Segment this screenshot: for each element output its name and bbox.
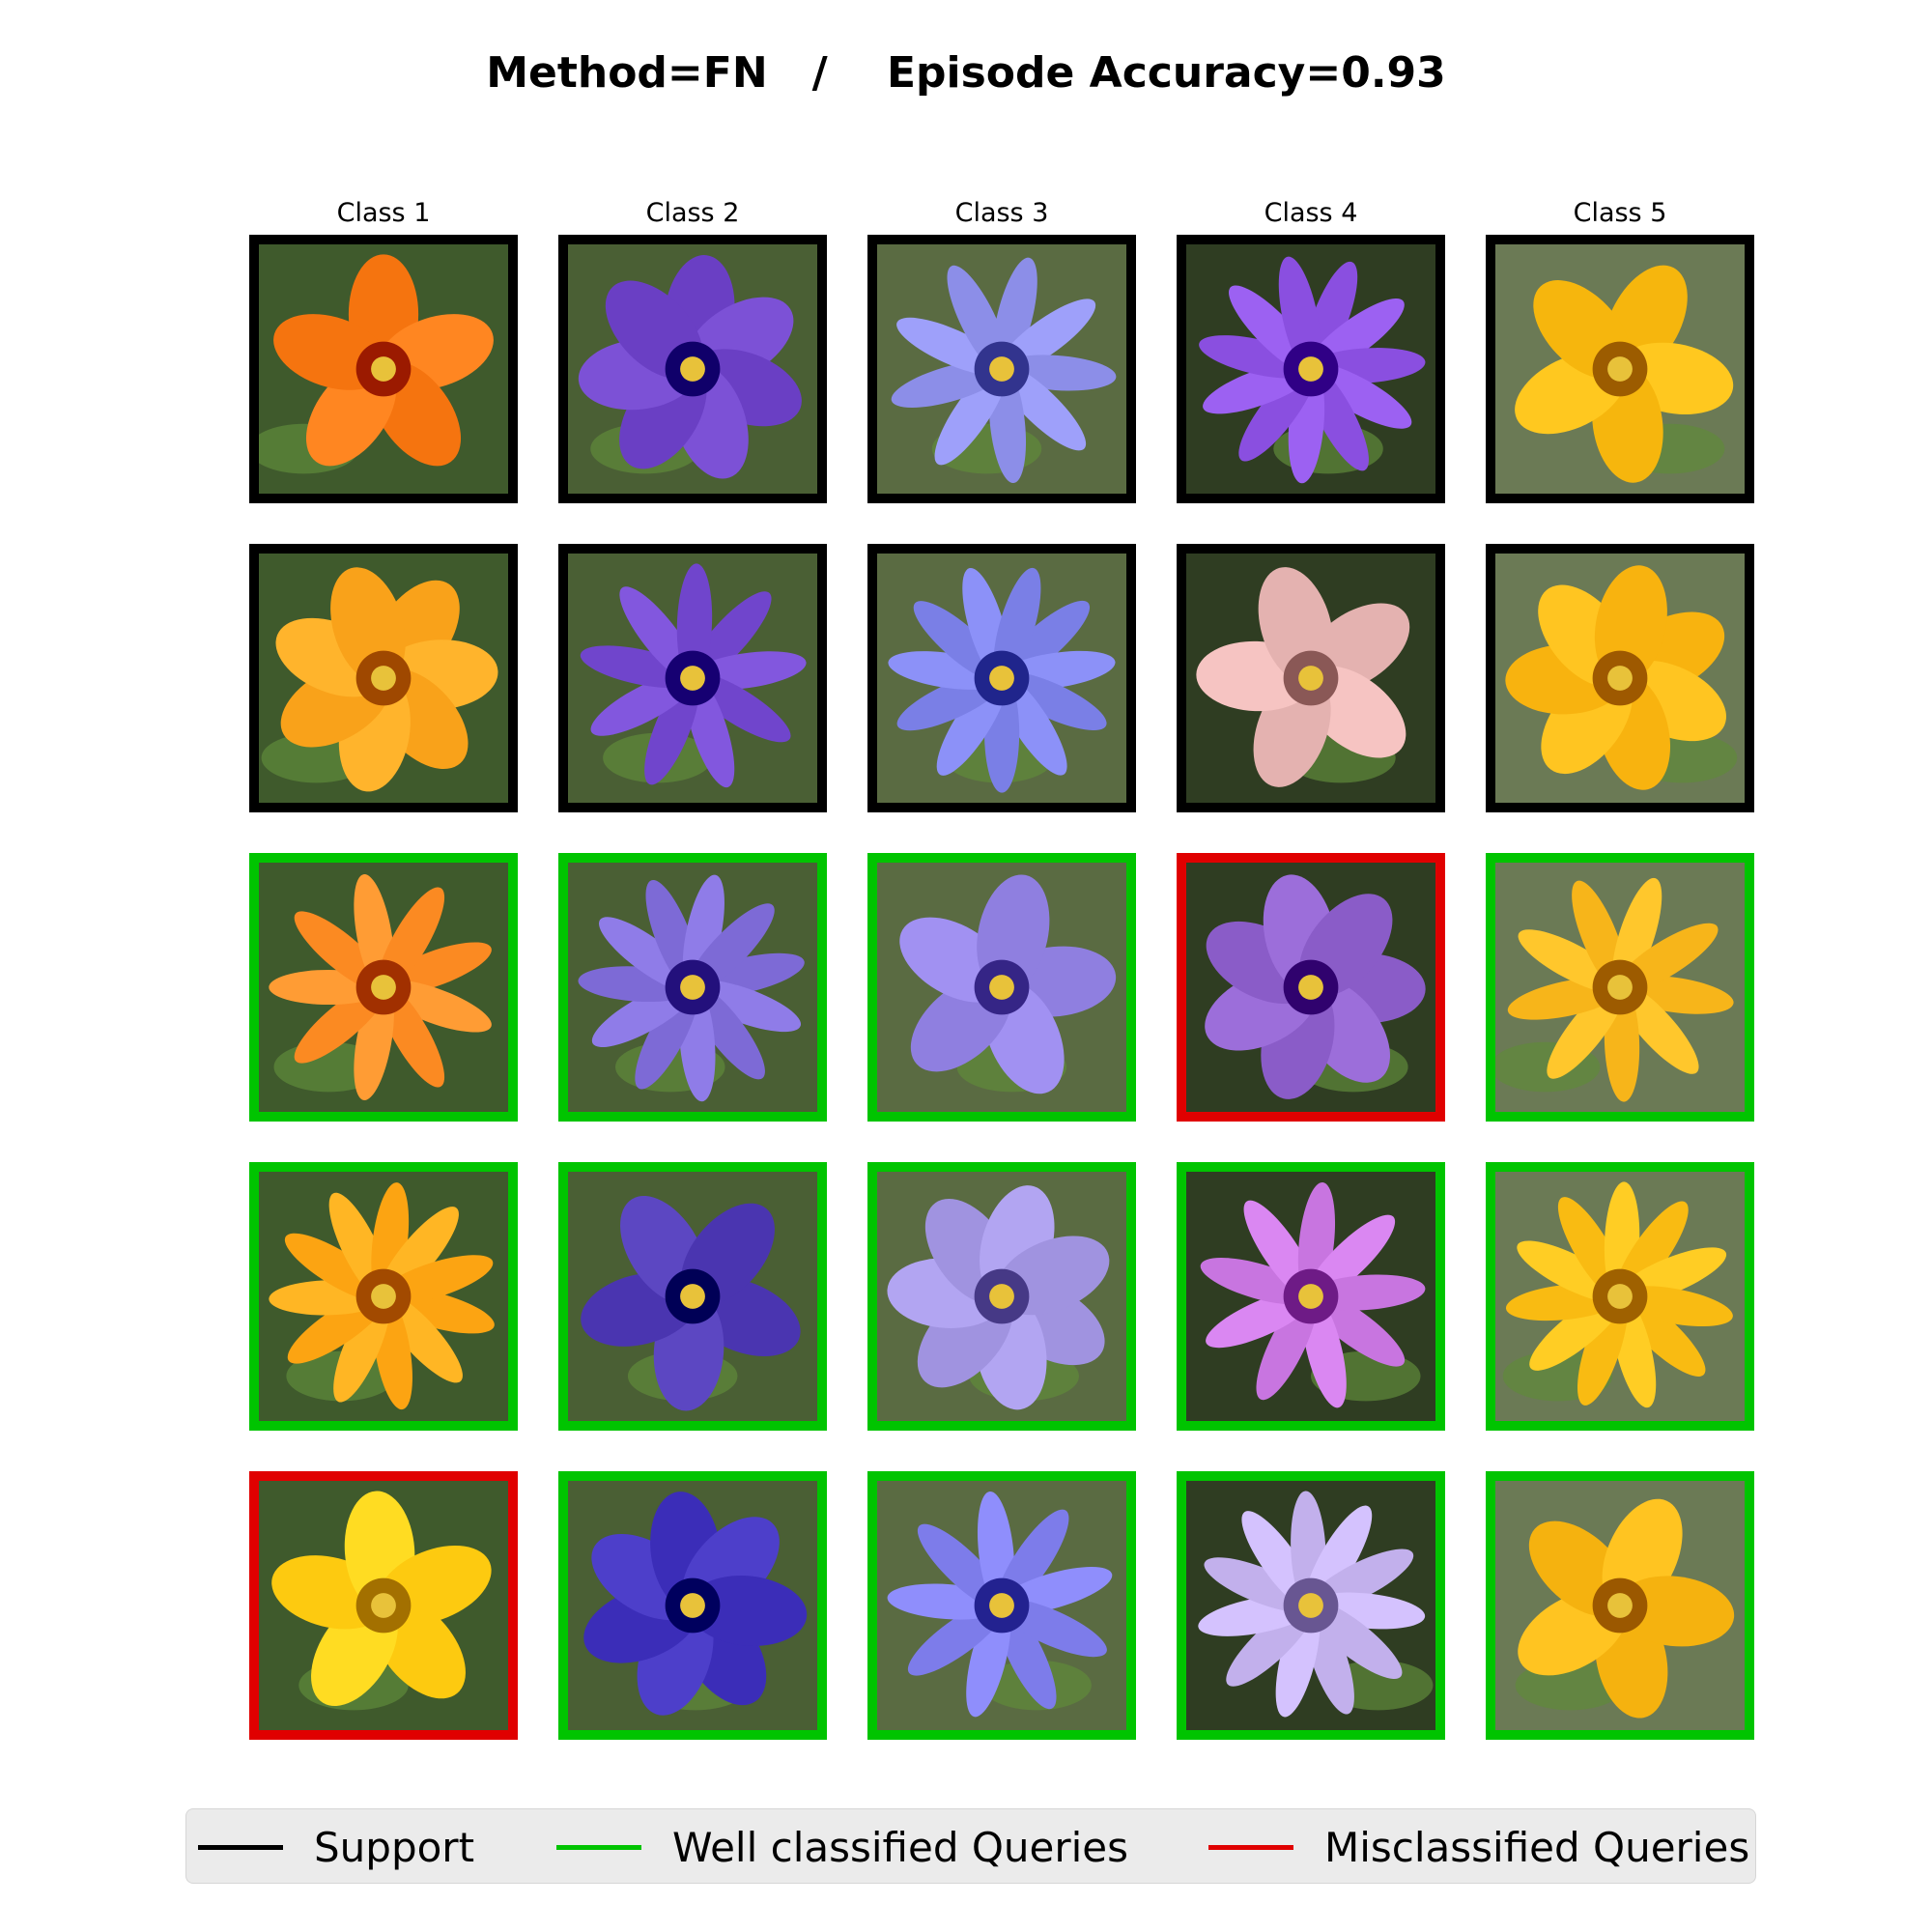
flower-image [877,863,1126,1112]
flower-image [1186,554,1435,803]
legend-label-well-classified: Well classified Queries [672,1823,1129,1871]
flower-image [1186,1172,1435,1421]
tile-row3-class5-correct [1486,853,1754,1122]
tile-row2-class4-support [1177,544,1445,812]
tile-row4-class3-correct [867,1162,1136,1431]
flower-image [1186,1481,1435,1730]
tile-row4-class1-correct [249,1162,518,1431]
flower-image [877,554,1126,803]
tile-row5-class3-correct [867,1471,1136,1740]
tile-row1-class2-support [558,235,827,503]
tile-row5-class4-correct [1177,1471,1445,1740]
flower-image [1495,1481,1745,1730]
tile-row4-class4-correct [1177,1162,1445,1431]
class-header-1: Class 1 [336,198,431,228]
legend-line-support [198,1844,283,1850]
flower-image [568,554,817,803]
tile-row2-class2-support [558,544,827,812]
flower-image [877,1172,1126,1421]
flower-image [259,554,508,803]
flower-image [568,244,817,494]
tile-row3-class1-correct [249,853,518,1122]
flower-image [568,1481,817,1730]
flower-image [1186,244,1435,494]
flower-image [259,1481,508,1730]
flower-image [1495,1172,1745,1421]
tile-row1-class5-support [1486,235,1754,503]
legend-label-misclassified: Misclassified Queries [1324,1823,1750,1871]
flower-image [259,1172,508,1421]
class-header-3: Class 3 [954,198,1049,228]
legend-line-well-classified [556,1844,641,1850]
class-header-5: Class 5 [1573,198,1667,228]
tile-row2-class1-support [249,544,518,812]
tile-row4-class5-correct [1486,1162,1754,1431]
legend-item-misclassified: Misclassified Queries [1208,1809,1749,1885]
legend-line-misclassified [1208,1844,1293,1850]
legend: Support Well classified Queries Misclass… [185,1808,1756,1884]
tile-row1-class3-support [867,235,1136,503]
figure-title: Method=FN / Episode Accuracy=0.93 [486,48,1446,98]
tile-row2-class5-support [1486,544,1754,812]
tile-row4-class2-correct [558,1162,827,1431]
tile-row3-class2-correct [558,853,827,1122]
tile-row2-class3-support [867,544,1136,812]
legend-label-support: Support [314,1823,475,1871]
tile-row1-class4-support [1177,235,1445,503]
flower-image [259,244,508,494]
legend-item-support: Support [198,1809,474,1885]
tile-row5-class5-correct [1486,1471,1754,1740]
flower-image [568,1172,817,1421]
flower-image [1495,244,1745,494]
flower-image [877,244,1126,494]
flower-image [1495,554,1745,803]
tile-row3-class3-correct [867,853,1136,1122]
flower-image [1186,863,1435,1112]
class-header-2: Class 2 [645,198,740,228]
legend-item-well-classified: Well classified Queries [556,1809,1128,1885]
tile-row5-class1-wrong [249,1471,518,1740]
tile-row1-class1-support [249,235,518,503]
flower-image [568,863,817,1112]
tile-row3-class4-wrong [1177,853,1445,1122]
class-header-4: Class 4 [1264,198,1358,228]
flower-image [877,1481,1126,1730]
flower-image [1495,863,1745,1112]
tile-row5-class2-correct [558,1471,827,1740]
flower-image [259,863,508,1112]
